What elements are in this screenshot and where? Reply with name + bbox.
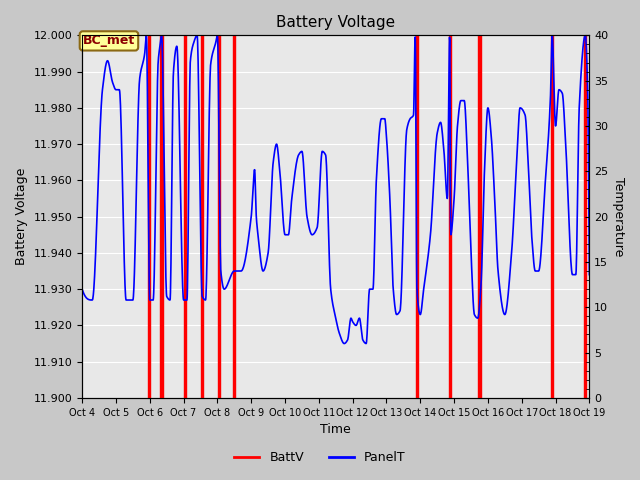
Bar xyxy=(478,36,481,398)
Bar xyxy=(148,36,150,398)
Bar xyxy=(161,36,163,398)
Bar xyxy=(184,36,186,398)
Bar xyxy=(551,36,554,398)
Bar xyxy=(201,36,204,398)
Y-axis label: Temperature: Temperature xyxy=(612,177,625,256)
Bar xyxy=(233,36,236,398)
Text: BC_met: BC_met xyxy=(83,35,135,48)
Bar xyxy=(416,36,418,398)
Legend: BattV, PanelT: BattV, PanelT xyxy=(229,446,411,469)
X-axis label: Time: Time xyxy=(321,423,351,436)
Bar xyxy=(584,36,586,398)
Y-axis label: Battery Voltage: Battery Voltage xyxy=(15,168,28,265)
Bar xyxy=(449,36,451,398)
Title: Battery Voltage: Battery Voltage xyxy=(276,15,396,30)
Bar xyxy=(218,36,220,398)
